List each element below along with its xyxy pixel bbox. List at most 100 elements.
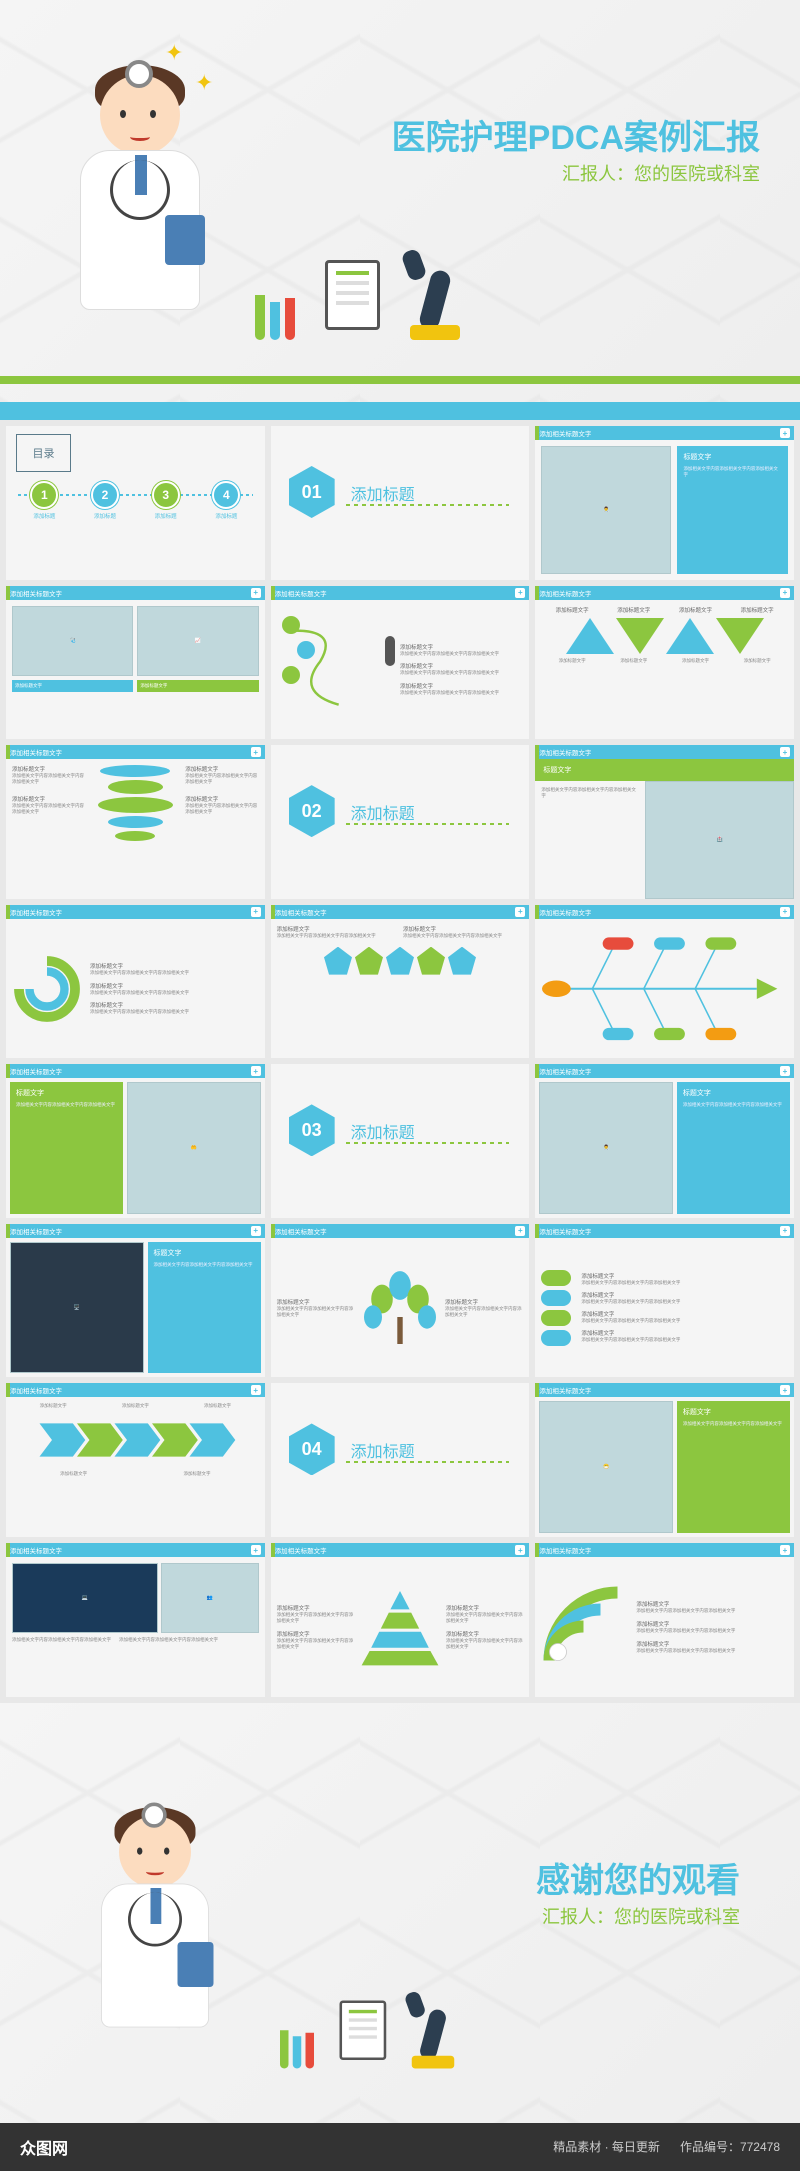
section-04-slide[interactable]: 04 添加标题 <box>271 1383 530 1537</box>
plus-icon: + <box>251 1066 261 1076</box>
footer-tagline: 精品素材 · 每日更新 <box>553 2138 660 2155</box>
fishbone-slide[interactable]: 添加相关标题文字+ <box>535 905 794 1059</box>
content-title: 标题文字 <box>535 759 794 781</box>
plus-icon: + <box>780 588 790 598</box>
slide-header: 添加相关标题文字+ <box>6 1064 265 1078</box>
slide-header: 添加相关标题文字+ <box>6 586 265 600</box>
cover-slide: ✦ ✦ 医院护理PDCA案例汇报 汇报人：您的医院或科室 <box>0 0 800 420</box>
cover-subtitle: 汇报人：您的医院或科室 <box>562 160 760 186</box>
plus-icon: + <box>780 1226 790 1236</box>
tree-slide[interactable]: 添加相关标题文字+ 添加标题文字添加相关文字内容添加相关文字内容添加相关文字 添… <box>271 1224 530 1378</box>
slide-header: 添加相关标题文字+ <box>6 745 265 759</box>
image-placeholder: 🖥️ <box>10 1242 144 1374</box>
slide-header: 添加相关标题文字+ <box>271 905 530 919</box>
slide-header: 添加相关标题文字+ <box>535 1224 794 1238</box>
content-title: 标题文字 <box>683 1088 784 1098</box>
pentagon-row <box>277 947 524 975</box>
section-number-hex: 03 <box>289 1104 335 1156</box>
section-03-slide[interactable]: 03 添加标题 <box>271 1064 530 1218</box>
section-title: 添加标题 <box>351 481 415 505</box>
plus-icon: + <box>780 428 790 438</box>
slide-header: 添加相关标题文字+ <box>6 905 265 919</box>
content-slide[interactable]: 添加相关标题文字+ 😷 标题文字 添加相关文字内容添加相关文字内容添加相关文字 <box>535 1383 794 1537</box>
image-placeholder: 😷 <box>539 1401 673 1533</box>
plus-icon: + <box>251 907 261 917</box>
section-number-hex: 01 <box>289 466 335 518</box>
content-slide[interactable]: 添加相关标题文字+ 添加标题文字 添加标题文字 添加标题文字 添加标题文字 添加… <box>535 586 794 740</box>
content-title: 标题文字 <box>154 1248 255 1258</box>
section-number-hex: 02 <box>289 785 335 837</box>
image-placeholder: 👨‍⚕️ <box>539 1082 673 1214</box>
brand-logo[interactable]: 众图网 <box>20 2135 68 2159</box>
content-slide[interactable]: 添加相关标题文字+ 添加标题文字 添加相关文字内容添加相关文字内容添加相关文字 … <box>6 905 265 1059</box>
image-placeholder: 🏥 <box>645 781 794 899</box>
section-title: 添加标题 <box>351 800 415 824</box>
section-title: 添加标题 <box>351 1119 415 1143</box>
toc-items: 1添加标题 2添加标题 3添加标题 4添加标题 <box>14 481 257 531</box>
content-slide[interactable]: 添加相关标题文字+ 标题文字 添加相关文字内容添加相关文字内容添加相关文字 🏥 <box>535 745 794 899</box>
closing-title: 感谢您的观看 <box>536 1853 740 1902</box>
toc-slide[interactable]: 目录 1添加标题 2添加标题 3添加标题 4添加标题 <box>6 426 265 580</box>
tree-diagram <box>355 1263 445 1353</box>
content-title: 标题文字 <box>683 452 782 462</box>
closing-subtitle: 汇报人：您的医院或科室 <box>542 1903 740 1929</box>
slide-header: 添加相关标题文字+ <box>535 1543 794 1557</box>
triangles-row <box>541 618 788 654</box>
zigzag-chevrons <box>12 1415 259 1465</box>
slide-header: 添加相关标题文字+ <box>535 745 794 759</box>
doctor-illustration <box>79 1798 232 2068</box>
lab-items-illustration <box>267 1992 463 2094</box>
content-title: 标题文字 <box>683 1407 784 1417</box>
slide-header: 添加相关标题文字+ <box>271 1543 530 1557</box>
slide-header: 添加相关标题文字+ <box>535 586 794 600</box>
plus-icon: + <box>251 1226 261 1236</box>
content-slide[interactable]: 添加相关标题文字+ 👨‍⚕️ 标题文字 添加相关文字内容添加相关文字内容添加相关… <box>535 426 794 580</box>
content-slide[interactable]: 添加相关标题文字+ 🖥️ 标题文字 添加相关文字内容添加相关文字内容添加相关文字 <box>6 1224 265 1378</box>
content-slide[interactable]: 添加相关标题文字+ 添加标题文字 添加相关文字内容添加相关文字内容添加相关文字 … <box>271 586 530 740</box>
image-placeholder: 📈 <box>137 606 258 676</box>
plus-icon: + <box>251 588 261 598</box>
content-slide[interactable]: 添加相关标题文字+ 添加标题文字添加相关文字内容添加相关文字内容添加相关文字 添… <box>271 905 530 1059</box>
plus-icon: + <box>251 747 261 757</box>
product-id: 作品编号：772478 <box>680 2138 780 2155</box>
pyramid-slide[interactable]: 添加相关标题文字+ 添加标题文字添加相关文字内容添加相关文字内容添加相关文字 添… <box>271 1543 530 1697</box>
image-placeholder: 🩺 <box>12 606 133 676</box>
slide-header: 添加相关标题文字+ <box>535 1383 794 1397</box>
plus-icon: + <box>780 747 790 757</box>
site-footer: 众图网 精品素材 · 每日更新 作品编号：772478 <box>0 2123 800 2171</box>
content-title: 标题文字 <box>16 1088 117 1098</box>
doctor-illustration <box>55 55 225 355</box>
template-gallery-page: ✦ ✦ 医院护理PDCA案例汇报 汇报人：您的医院或科室 目录 1添加标题 2添… <box>0 0 800 2171</box>
section-02-slide[interactable]: 02 添加标题 <box>271 745 530 899</box>
section-01-slide[interactable]: 01 添加标题 <box>271 426 530 580</box>
plus-icon: + <box>515 1545 525 1555</box>
star-icon: ✦ <box>195 70 213 96</box>
fishbone-diagram <box>541 925 788 1053</box>
pyramid-chart <box>360 1587 440 1667</box>
slide-header: 添加相关标题文字+ <box>6 1383 265 1397</box>
image-placeholder: 💻 <box>12 1563 158 1633</box>
content-slide[interactable]: 添加相关标题文字+ 添加标题文字添加相关文字内容添加相关文字内容添加相关文字 添… <box>535 1224 794 1378</box>
arc-chart <box>12 954 82 1024</box>
content-slide[interactable]: 添加相关标题文字+ 💻 👥 添加相关文字内容添加相关文字内容添加相关文字 添加相… <box>6 1543 265 1697</box>
plus-icon: + <box>780 1066 790 1076</box>
plus-icon: + <box>251 1385 261 1395</box>
content-slide[interactable]: 添加相关标题文字+ 添加标题文字 添加标题文字 添加标题文字 添加标题文字 添加… <box>6 1383 265 1537</box>
image-placeholder: 🤲 <box>127 1082 261 1214</box>
plus-icon: + <box>251 1545 261 1555</box>
plus-icon: + <box>515 1226 525 1236</box>
plus-icon: + <box>780 907 790 917</box>
plus-icon: + <box>515 907 525 917</box>
slide-thumbnail-grid: 目录 1添加标题 2添加标题 3添加标题 4添加标题 01 添加标题 添加相关标… <box>0 420 800 1703</box>
closing-slide: 感谢您的观看 汇报人：您的医院或科室 <box>0 1703 800 2123</box>
content-slide[interactable]: 添加相关标题文字+ 👨‍⚕️ 标题文字 添加相关文字内容添加相关文字内容添加相关… <box>535 1064 794 1218</box>
slide-header: 添加相关标题文字+ <box>535 426 794 440</box>
concentric-arcs <box>541 1584 626 1669</box>
section-title: 添加标题 <box>351 1438 415 1462</box>
lab-items-illustration <box>240 250 470 370</box>
content-slide[interactable]: 添加相关标题文字+ 添加标题文字 添加相关文字内容添加相关文字内容添加相关文字 … <box>6 745 265 899</box>
arcs-slide[interactable]: 添加相关标题文字+ 添加标题文字添加相关文字内容添加相关文字内容添加相关文字 添… <box>535 1543 794 1697</box>
content-slide[interactable]: 添加相关标题文字+ 标题文字 添加相关文字内容添加相关文字内容添加相关文字 🤲 <box>6 1064 265 1218</box>
content-slide[interactable]: 添加相关标题文字+ 🩺 📈 添加标题文字 添加标题文字 <box>6 586 265 740</box>
image-placeholder: 👨‍⚕️ <box>541 446 671 574</box>
